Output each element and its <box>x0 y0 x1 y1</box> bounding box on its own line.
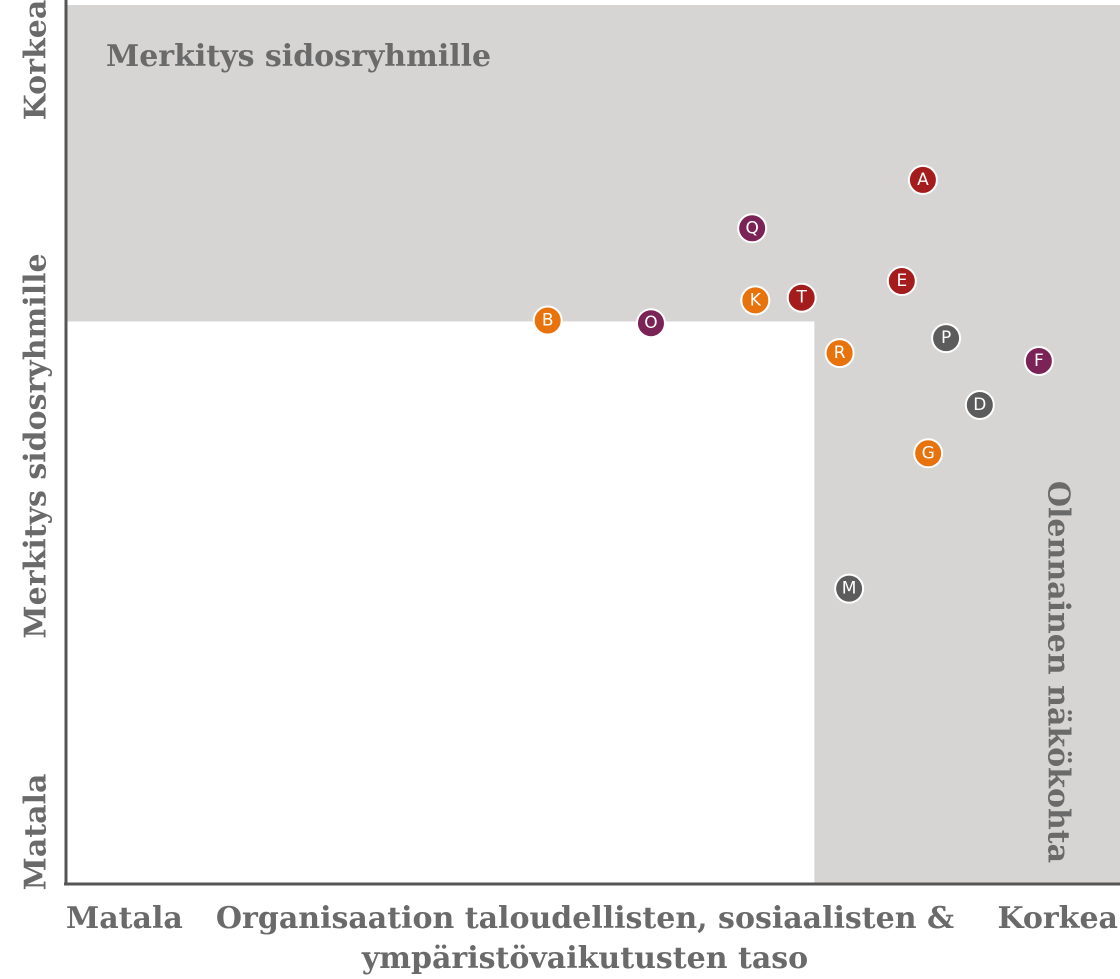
x-high-label: Korkea <box>997 901 1118 936</box>
point <box>931 323 962 354</box>
point <box>635 308 666 339</box>
x-axis-label: Organisaation taloudellisten, sosiaalist… <box>216 901 954 936</box>
point <box>740 285 771 316</box>
y-low-label: Matala <box>19 774 54 891</box>
point <box>824 338 855 369</box>
point-label: E <box>896 271 907 291</box>
point-label: F <box>1034 351 1044 371</box>
y-axis-label: Merkitys sidosryhmille <box>19 253 54 638</box>
point-label: A <box>917 170 929 190</box>
point-label: O <box>644 313 657 333</box>
point-label: P <box>941 328 951 348</box>
point-label: M <box>842 579 857 599</box>
point-label: R <box>834 343 846 363</box>
x-low-label: Matala <box>66 901 183 936</box>
y-high-label: Korkea <box>19 0 54 120</box>
point-label: T <box>795 288 807 308</box>
point <box>532 305 563 336</box>
background <box>66 5 1120 884</box>
point <box>786 282 817 313</box>
point <box>834 573 865 604</box>
point-label: B <box>542 311 554 331</box>
point <box>907 164 938 195</box>
point-label: Q <box>745 218 758 238</box>
point-label: K <box>750 290 762 310</box>
point <box>737 213 768 244</box>
region-label: Merkitys sidosryhmille <box>106 39 491 74</box>
side-label: Olennainen näkökohta <box>1041 481 1076 863</box>
point <box>886 266 917 297</box>
point-label: D <box>973 395 986 415</box>
x-axis-label: ympäristövaikutusten taso <box>361 941 808 976</box>
point <box>913 438 944 469</box>
point-label: G <box>922 443 935 463</box>
point <box>964 389 995 420</box>
non-material-region <box>66 321 815 884</box>
point <box>1023 345 1054 376</box>
